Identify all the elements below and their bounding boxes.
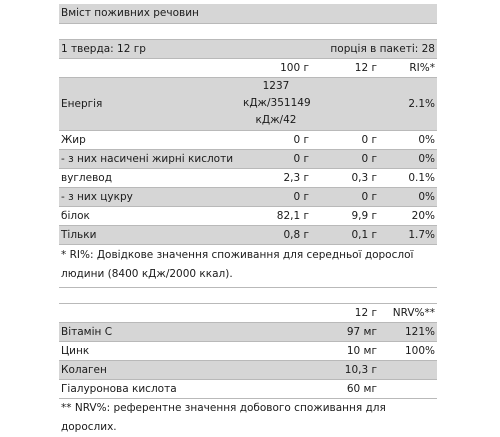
header-100g: 100 г [280,62,309,74]
header-nrv: NRV%** [392,307,435,319]
table-row-energy: Енергія 1237 кДж/351149 кДж/42 ккал ккал… [59,78,437,143]
row-100g: 0 г [293,191,309,203]
serving-size: 1 тверда: 12 гр [61,43,146,55]
nrv-footnote: ** NRV%: референтне значення добового сп… [59,399,437,433]
row-100g: 2,3 г [283,172,309,184]
row-name: - з них цукру [61,191,133,203]
row-12g: 0,3 г [351,172,377,184]
servings-per-pack: порція в пакеті: 28 [330,43,435,55]
ri-footnote: * RI%: Довідкове значення споживання для… [59,245,437,288]
spacer [59,288,437,304]
row-100g: 0 г [293,153,309,165]
row-ri: 2.1% [408,98,435,110]
table-row: вуглевод 2,3 г 0,3 г 0.1% [59,169,437,188]
row-name: білок [61,210,90,222]
row-12g: 0,1 г [351,229,377,241]
table-row: Тільки 0,8 г 0,1 г 1.7% [59,226,437,245]
table-row: Колаген 10,3 г [59,361,437,380]
row-12g: 10,3 г [344,364,377,376]
row-name: Тільки [61,229,97,241]
row-ri: 0% [418,153,435,165]
table-row: Цинк 10 мг 100% [59,342,437,361]
row-12g: 0 г [361,153,377,165]
row-ri: 20% [411,210,435,222]
row-nrv: 121% [404,326,435,338]
row-name: Жир [61,134,86,146]
row-12g: 97 мг [346,326,377,338]
spacer [59,24,437,40]
table-row: Вітамін C 97 мг 121% [59,323,437,342]
row-name: Колаген [61,364,107,376]
table-row: - з них насичені жирні кислоти 0 г 0 г 0… [59,150,437,169]
row-100g: 82,1 г [276,210,309,222]
row-100g: 0 г [293,134,309,146]
row-name: Гіалуронова кислота [61,383,177,395]
nutrition-facts: Вміст поживних речовин 1 тверда: 12 гр п… [59,4,437,433]
row-name: Вітамін C [61,326,113,338]
table-header: 100 г 12 г RI%* [59,59,437,78]
section-title: Вміст поживних речовин [59,4,437,24]
table-row: білок 82,1 г 9,9 г 20% [59,207,437,226]
row-ri: 0% [418,134,435,146]
row-nrv: 100% [404,345,435,357]
row-name: вуглевод [61,172,112,184]
row-12g: 0 г [361,191,377,203]
row-ri: 0.1% [408,172,435,184]
serving-row: 1 тверда: 12 гр порція в пакеті: 28 [59,40,437,59]
row-name: Енергія [61,98,103,110]
row-12g: 0 г [361,134,377,146]
row-12g: 10 мг [346,345,377,357]
header-12g: 12 г [354,62,377,74]
row-12g: 60 мг [346,383,377,395]
row-100g: 0,8 г [283,229,309,241]
vitamin-table-header: 12 г NRV%** [59,304,437,323]
table-row: Гіалуронова кислота 60 мг [59,380,437,399]
header-ri: RI%* [409,62,435,74]
row-ri: 1.7% [408,229,435,241]
row-12g: 9,9 г [351,210,377,222]
header-12g: 12 г [354,307,377,319]
row-name: Цинк [61,345,90,357]
row-name: - з них насичені жирні кислоти [61,153,234,165]
row-ri: 0% [418,191,435,203]
table-row: - з них цукру 0 г 0 г 0% [59,188,437,207]
table-row: Жир 0 г 0 г 0% [59,131,437,150]
